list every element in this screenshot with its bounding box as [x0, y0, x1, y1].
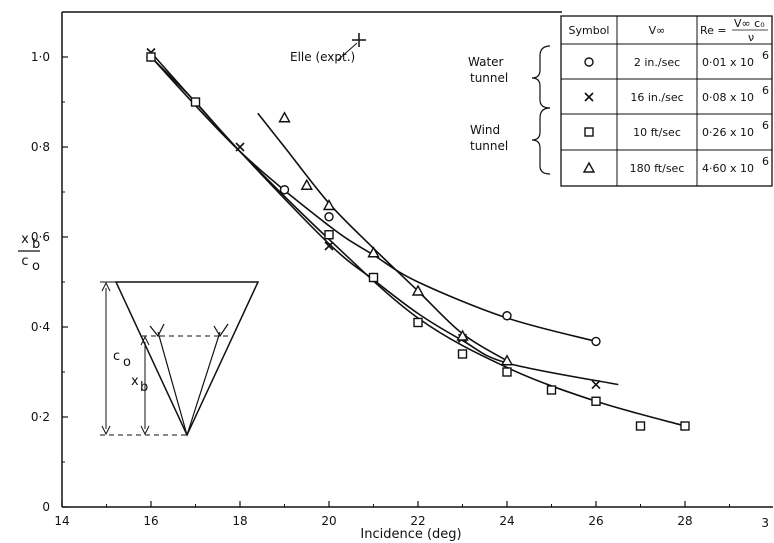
y-axis-title-numerator: x — [21, 232, 29, 247]
legend-row-2-velocity: 16 in./sec — [630, 91, 683, 104]
x-tick-label: 16 — [143, 514, 158, 528]
data-point-square — [190, 97, 201, 107]
legend-marker-cross — [584, 92, 594, 102]
data-point-triangle — [500, 354, 514, 366]
inset-label-co-sub: o — [123, 355, 131, 370]
legend-markers — [582, 57, 596, 173]
data-point-triangle — [367, 246, 380, 258]
data-point-cross — [324, 241, 334, 251]
vortex-burst-left — [149, 323, 165, 338]
y-axis-title-denominator: c — [21, 254, 28, 269]
legend-marker-circle — [584, 57, 594, 67]
data-point-square — [324, 230, 334, 240]
delta-wing-planform — [114, 281, 260, 437]
elle-label: Elle (expt.) — [290, 50, 355, 64]
data-point-square — [680, 421, 690, 431]
inset-label-co: c — [113, 349, 120, 364]
legend-row-3-velocity: 10 ft/sec — [633, 126, 681, 139]
x-tick-label: 14 — [54, 514, 69, 528]
vortex-burst-right — [213, 323, 229, 338]
inset-dim-co-arrows — [101, 281, 111, 436]
y-tick-label: 0·8 — [31, 140, 50, 154]
legend-row-3-re-exp: 6 — [762, 119, 769, 132]
data-point-square — [591, 396, 601, 406]
legend-row-1-velocity: 2 in./sec — [634, 56, 680, 69]
data-point-triangle — [300, 178, 313, 190]
x-axis-title: Incidence (deg) — [360, 527, 461, 542]
vortex-line-left — [157, 331, 188, 436]
fitted-curve-1 — [150, 56, 597, 343]
y-axis-title-numerator-sub: b — [32, 237, 40, 252]
x-tick-label-extra: 3 — [761, 516, 769, 530]
tunnel-group-labels: Water tunnel Wind tunnel — [468, 45, 551, 175]
data-point-cross — [591, 380, 601, 390]
legend-row-4-velocity: 180 ft/sec — [630, 162, 685, 175]
legend-marker-square — [584, 127, 594, 137]
data-point-triangle — [411, 284, 425, 296]
inset-label-xb: x — [131, 374, 139, 389]
delta-wing-inset: c o x b — [100, 281, 260, 437]
data-point-square — [146, 52, 156, 62]
data-point-triangle — [456, 329, 469, 341]
data-point-square — [502, 367, 512, 377]
elle-annotation: Elle (expt.) — [290, 33, 366, 64]
inset-dim-xb-arrows — [140, 335, 150, 436]
x-tick-label: 20 — [321, 514, 336, 528]
legend-row-3-re: 0·26 x 10 — [702, 126, 754, 139]
y-tick-label: 0·4 — [31, 320, 50, 334]
legend-header-re-denominator: ν — [748, 31, 754, 44]
data-point-square — [546, 385, 557, 395]
wind-tunnel-label-line1: Wind — [470, 123, 500, 137]
legend-header-re: Re = — [700, 24, 727, 37]
legend-header-re-numerator: V∞ c₀ — [734, 17, 765, 30]
wind-tunnel-brace — [531, 107, 551, 175]
data-point-triangle — [322, 199, 336, 211]
legend-header-velocity: V∞ — [649, 24, 666, 37]
y-axis-title-denominator-sub: o — [32, 259, 40, 274]
water-tunnel-label-line1: Water — [468, 55, 504, 69]
x-tick-label: 18 — [232, 514, 247, 528]
water-tunnel-brace — [531, 45, 551, 109]
legend-row-2-re: 0·08 x 10 — [702, 91, 754, 104]
x-tick-label: 28 — [677, 514, 692, 528]
y-tick-label: 0·2 — [31, 410, 50, 424]
legend-row-1-re-exp: 6 — [762, 49, 769, 62]
x-tick-label: 26 — [588, 514, 603, 528]
y-tick-label: 0·6 — [31, 230, 50, 244]
x-tick-label: 24 — [499, 514, 514, 528]
data-markers — [146, 47, 690, 431]
legend-header-symbol: Symbol — [569, 24, 610, 37]
y-tick-label: 1·0 — [31, 50, 50, 64]
data-point-square — [368, 272, 379, 283]
legend-row-4-re: 4·60 x 10 — [702, 162, 754, 175]
legend-row-1-re: 0·01 x 10 — [702, 56, 754, 69]
data-point-circle — [502, 311, 512, 321]
x-tick-label: 22 — [410, 514, 425, 528]
data-point-square — [457, 349, 468, 359]
water-tunnel-label-line2: tunnel — [470, 71, 508, 85]
legend-marker-triangle — [582, 161, 596, 173]
data-point-circle — [279, 185, 290, 195]
legend-row-4-re-exp: 6 — [762, 155, 769, 168]
legend-row-2-re-exp: 6 — [762, 84, 769, 97]
data-point-triangle — [278, 111, 291, 123]
wind-tunnel-label-line2: tunnel — [470, 139, 508, 153]
data-point-circle — [324, 212, 334, 222]
data-point-square — [413, 317, 423, 328]
y-tick-label: 0 — [42, 500, 50, 514]
vortex-line-right — [186, 331, 221, 436]
fitted-curve-3 — [150, 56, 686, 427]
legend-table: Symbol V∞ Re = V∞ c₀ ν 2 in./sec 0·01 x … — [560, 15, 773, 187]
inset-label-xb-sub: b — [140, 380, 148, 395]
y-axis-title: x b c o — [18, 232, 40, 274]
elle-arrow — [337, 42, 358, 61]
axis-ticks: 14 16 18 20 22 24 26 28 0 0·2 0·4 0·6 0·8 1·0 — [31, 50, 730, 528]
data-point-circle — [591, 336, 601, 347]
data-point-square — [635, 421, 646, 431]
data-point-cross — [235, 142, 245, 152]
